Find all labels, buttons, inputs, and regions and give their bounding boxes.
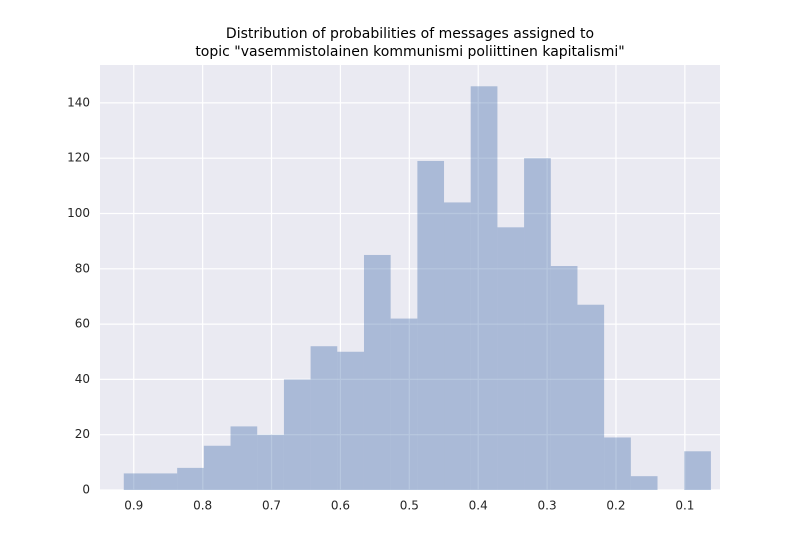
x-tick-label: 0.8 — [193, 499, 212, 513]
bar — [630, 476, 658, 490]
bar — [470, 86, 498, 490]
bar — [123, 473, 151, 490]
bar — [257, 434, 284, 490]
x-tick-label: 0.2 — [606, 499, 625, 513]
y-tick-label: 20 — [75, 427, 90, 441]
bar — [283, 379, 311, 490]
bar — [577, 304, 605, 490]
bar — [444, 202, 471, 490]
y-tick-label: 140 — [67, 95, 90, 109]
bar — [524, 158, 551, 491]
chart-title: Distribution of probabilities of message… — [226, 26, 594, 42]
y-tick-label: 60 — [75, 317, 90, 331]
chart-title: topic "vasemmistolainen kommunismi polii… — [195, 44, 624, 60]
y-tick-label: 0 — [82, 483, 90, 497]
x-tick-label: 0.6 — [331, 499, 350, 513]
bar — [550, 266, 578, 490]
bar — [604, 437, 631, 490]
x-tick-label: 0.1 — [675, 499, 694, 513]
bar — [497, 227, 525, 491]
bar — [203, 445, 231, 490]
y-tick-label: 100 — [67, 206, 90, 220]
x-tick-label: 0.4 — [469, 499, 488, 513]
x-tick-label: 0.9 — [124, 499, 143, 513]
y-tick-label: 120 — [67, 151, 90, 165]
x-tick-label: 0.3 — [538, 499, 557, 513]
y-tick-label: 40 — [75, 372, 90, 386]
bar — [177, 467, 204, 490]
bar — [684, 451, 711, 490]
plot-area — [100, 65, 720, 490]
x-tick-label: 0.7 — [262, 499, 281, 513]
bar — [417, 160, 445, 491]
bar — [363, 254, 391, 490]
bar — [150, 473, 178, 490]
x-tick-label: 0.5 — [400, 499, 419, 513]
y-tick-label: 80 — [75, 261, 90, 275]
bar — [337, 351, 364, 490]
bar — [310, 346, 338, 490]
bar — [230, 426, 258, 490]
bar — [390, 318, 418, 490]
